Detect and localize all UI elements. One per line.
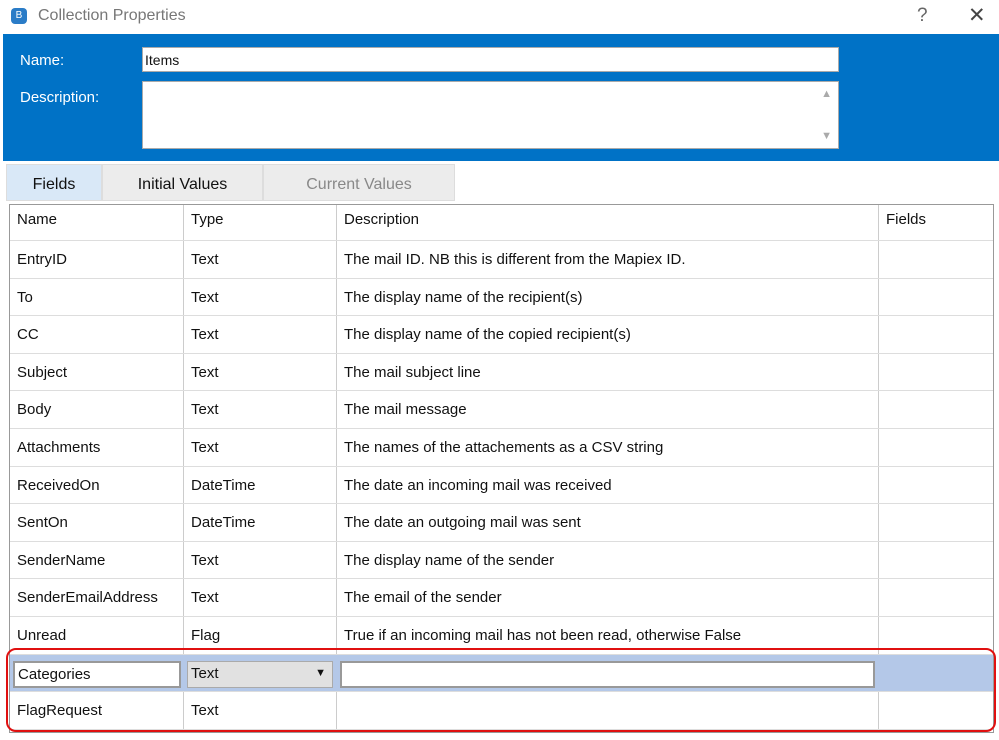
highlight-annotation xyxy=(6,648,996,732)
cell-description: The date an incoming mail was received xyxy=(337,466,879,504)
field-description-input[interactable] xyxy=(340,660,875,688)
table-row[interactable]: ReceivedOn DateTime The date an incoming m… xyxy=(10,466,993,505)
cell-type: Text xyxy=(184,241,337,278)
cell-description: The mail message xyxy=(337,391,879,428)
cell-description: The display name of the copied recipient… xyxy=(337,316,879,353)
cell-name: Body xyxy=(10,391,184,428)
cell-type: Text xyxy=(184,429,337,466)
cell-name: Subject xyxy=(10,353,184,391)
field-type-dropdown[interactable]: Text ▼ xyxy=(187,660,333,688)
chevron-down-icon: ▼ xyxy=(315,666,326,679)
column-header-description[interactable]: Description xyxy=(337,205,879,240)
table-header: Name Type Description Fields xyxy=(10,205,993,241)
field-type-value: Text xyxy=(191,664,219,682)
cell-fields xyxy=(879,504,993,541)
table-row[interactable]: FlagRequest Text xyxy=(10,692,993,730)
table-row[interactable]: Unread Flag True if an incoming mail has n… xyxy=(10,617,993,655)
table-row[interactable]: To Text The display name of the recipient(… xyxy=(10,278,993,317)
cell-fields xyxy=(879,429,993,466)
cell-fields xyxy=(879,354,993,391)
close-button[interactable]: ✕ xyxy=(968,4,986,27)
column-header-fields[interactable]: Fields xyxy=(886,211,927,228)
cell-type: Flag xyxy=(184,617,337,654)
table-row[interactable]: Subject Text The mail subject line xyxy=(10,353,993,392)
table-row[interactable]: SentOn DateTime The date an outgoing mail … xyxy=(10,504,993,542)
column-header-name[interactable]: Name xyxy=(10,205,184,240)
cell-fields xyxy=(879,579,993,616)
cell-name: SenderEmailAddress xyxy=(10,579,184,616)
field-name-input[interactable]: Categories xyxy=(13,660,181,688)
cell-type: Text xyxy=(184,316,337,353)
cell-name: ReceivedOn xyxy=(10,466,184,504)
tab-initial-values[interactable]: Initial Values xyxy=(102,164,263,201)
scroll-up-icon[interactable]: ▲ xyxy=(821,88,832,100)
cell-type: DateTime xyxy=(184,504,337,541)
cell-description: The mail subject line xyxy=(337,353,879,391)
cell-fields xyxy=(879,467,993,504)
cell-type: Text xyxy=(184,541,337,579)
window-title: Collection Properties xyxy=(38,7,186,24)
cell-fields xyxy=(879,542,993,579)
cell-type: Text xyxy=(184,391,337,428)
cell-name: EntryID xyxy=(10,241,184,278)
cell-description: The date an outgoing mail was sent xyxy=(337,504,879,541)
table-row[interactable]: EntryID Text The mail ID. NB this is diffe… xyxy=(10,241,993,279)
tab-current-values[interactable]: Current Values xyxy=(263,164,455,201)
editing-row[interactable]: Categories Text ▼ xyxy=(10,654,993,693)
cell-type: Text xyxy=(184,579,337,616)
cell-name: FlagRequest xyxy=(10,692,184,729)
scroll-down-icon[interactable]: ▼ xyxy=(821,130,832,142)
app-icon: B xyxy=(11,8,27,24)
cell-type: Text xyxy=(184,353,337,391)
table-row[interactable]: CC Text The display name of the copied rec… xyxy=(10,316,993,354)
cell-fields xyxy=(879,279,993,316)
fields-table: Name Type Description Fields EntryID Text… xyxy=(9,204,994,733)
cell-type: Text xyxy=(184,692,337,729)
title-bar: B Collection Properties ? ✕ xyxy=(0,0,999,33)
table-row[interactable]: SenderName Text The display name of the se… xyxy=(10,541,993,580)
cell-description: True if an incoming mail has not been re… xyxy=(337,617,879,654)
cell-fields xyxy=(879,241,993,278)
cell-name: Unread xyxy=(10,617,184,654)
table-row[interactable]: Attachments Text The names of the attachem… xyxy=(10,429,993,467)
cell-description: The names of the attachements as a CSV s… xyxy=(337,429,879,466)
cell-name: SenderName xyxy=(10,541,184,579)
cell-fields xyxy=(879,391,993,428)
cell-description: The display name of the recipient(s) xyxy=(337,278,879,316)
cell-description: The display name of the sender xyxy=(337,541,879,579)
description-label: Description: xyxy=(20,89,100,106)
cell-name: CC xyxy=(10,316,184,353)
table-row[interactable]: SenderEmailAddress Text The email of the s… xyxy=(10,579,993,617)
name-label: Name: xyxy=(20,52,65,69)
cell-description: The email of the sender xyxy=(337,579,879,616)
table-row[interactable]: Body Text The mail message xyxy=(10,391,993,429)
cell-fields xyxy=(879,316,993,353)
column-header-type[interactable]: Type xyxy=(184,205,337,240)
cell-type: DateTime xyxy=(184,466,337,504)
tab-fields[interactable]: Fields xyxy=(6,164,102,201)
cell-name: SentOn xyxy=(10,504,184,541)
cell-description xyxy=(337,692,879,729)
help-button[interactable]: ? xyxy=(917,5,928,26)
cell-description: The mail ID. NB this is different from t… xyxy=(337,241,879,278)
name-input[interactable]: Items xyxy=(142,47,839,72)
description-input[interactable]: ▲ ▼ xyxy=(142,81,839,149)
cell-name: To xyxy=(10,278,184,316)
cell-name: Attachments xyxy=(10,429,184,466)
cell-type: Text xyxy=(184,278,337,316)
